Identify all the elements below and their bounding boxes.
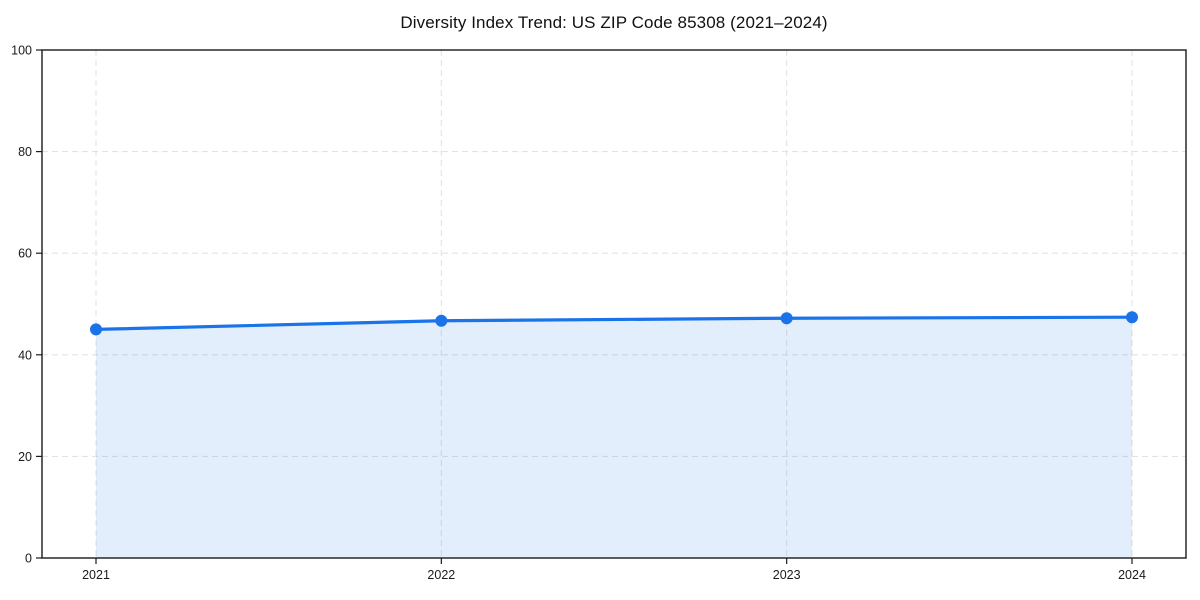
area-fill: [96, 317, 1132, 558]
y-tick-label: 80: [18, 145, 32, 159]
y-tick-label: 20: [18, 450, 32, 464]
data-point: [435, 314, 448, 327]
x-tick-label: 2024: [1118, 568, 1146, 582]
trend-line: [94, 315, 1134, 331]
x-tick-label: 2023: [773, 568, 801, 582]
plot-border: [41, 49, 1187, 559]
data-point: [90, 323, 102, 336]
y-tick-label: 0: [25, 552, 32, 566]
data-point: [780, 312, 793, 325]
x-tick-label: 2021: [82, 568, 110, 582]
data-point: [1126, 311, 1138, 324]
y-tick-label: 60: [18, 247, 32, 261]
x-tick-label: 2022: [427, 568, 455, 582]
y-tick-label: 100: [11, 44, 32, 58]
y-tick-label: 40: [18, 348, 32, 362]
chart-title: Diversity Index Trend: US ZIP Code 85308…: [400, 13, 828, 32]
